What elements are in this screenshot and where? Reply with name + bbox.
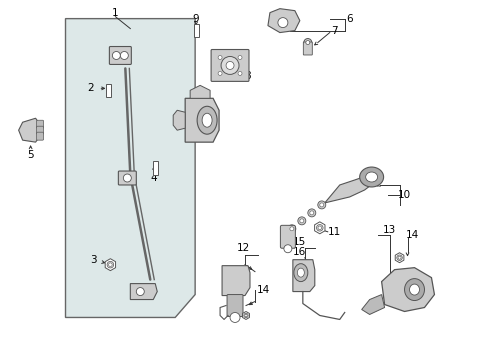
Circle shape: [319, 203, 323, 207]
Circle shape: [218, 55, 222, 59]
Circle shape: [316, 225, 323, 231]
Text: 12: 12: [236, 243, 249, 253]
Circle shape: [287, 225, 295, 233]
Circle shape: [317, 226, 321, 230]
Polygon shape: [185, 98, 219, 142]
Circle shape: [284, 245, 291, 253]
Circle shape: [225, 62, 234, 69]
Text: 1: 1: [112, 8, 119, 18]
Circle shape: [107, 261, 113, 268]
Ellipse shape: [359, 167, 383, 187]
Text: 13: 13: [382, 225, 395, 235]
Polygon shape: [324, 173, 377, 203]
Circle shape: [297, 217, 305, 225]
Circle shape: [299, 219, 303, 223]
Polygon shape: [381, 268, 433, 311]
Circle shape: [244, 313, 248, 318]
Polygon shape: [314, 222, 325, 234]
Circle shape: [289, 227, 293, 231]
Text: 6: 6: [346, 14, 352, 24]
Circle shape: [123, 174, 131, 182]
Polygon shape: [222, 266, 249, 296]
FancyBboxPatch shape: [106, 84, 111, 97]
Text: 15: 15: [293, 237, 306, 247]
Text: 14: 14: [256, 284, 269, 294]
FancyBboxPatch shape: [193, 24, 198, 37]
Polygon shape: [173, 110, 185, 130]
Text: 11: 11: [327, 227, 341, 237]
Text: 3: 3: [90, 255, 97, 265]
Circle shape: [238, 71, 242, 75]
Text: 10: 10: [397, 190, 410, 200]
FancyBboxPatch shape: [280, 225, 295, 248]
Circle shape: [244, 314, 247, 317]
Polygon shape: [19, 118, 41, 142]
Circle shape: [396, 255, 402, 260]
Polygon shape: [190, 85, 210, 98]
Polygon shape: [65, 19, 195, 318]
Ellipse shape: [297, 268, 304, 277]
Circle shape: [397, 256, 400, 259]
Circle shape: [303, 39, 311, 46]
Polygon shape: [267, 9, 299, 32]
Circle shape: [229, 312, 240, 323]
FancyBboxPatch shape: [152, 161, 158, 175]
FancyBboxPatch shape: [37, 132, 43, 140]
Circle shape: [277, 18, 287, 28]
Ellipse shape: [408, 284, 419, 295]
FancyBboxPatch shape: [118, 171, 136, 185]
Text: 9: 9: [192, 14, 199, 24]
Circle shape: [317, 201, 325, 209]
Circle shape: [309, 211, 313, 215]
Text: 2: 2: [87, 84, 94, 93]
Ellipse shape: [365, 172, 377, 182]
Circle shape: [120, 51, 128, 59]
Ellipse shape: [202, 113, 212, 127]
Circle shape: [238, 55, 242, 59]
Polygon shape: [242, 311, 249, 319]
Circle shape: [305, 41, 309, 45]
Text: 8: 8: [244, 71, 251, 81]
Circle shape: [218, 71, 222, 75]
Text: 16: 16: [293, 247, 306, 257]
Ellipse shape: [197, 106, 217, 134]
Circle shape: [136, 288, 144, 296]
Polygon shape: [130, 284, 157, 300]
Circle shape: [112, 51, 120, 59]
Circle shape: [307, 209, 315, 217]
Text: 14: 14: [405, 230, 418, 240]
Ellipse shape: [293, 264, 307, 282]
FancyBboxPatch shape: [37, 120, 43, 128]
Polygon shape: [292, 260, 314, 292]
Polygon shape: [361, 294, 384, 315]
FancyBboxPatch shape: [226, 294, 243, 316]
Ellipse shape: [404, 279, 424, 301]
FancyBboxPatch shape: [211, 50, 248, 81]
Circle shape: [108, 263, 112, 266]
Polygon shape: [105, 259, 115, 271]
FancyBboxPatch shape: [303, 42, 312, 55]
Text: 4: 4: [150, 173, 156, 183]
FancyBboxPatch shape: [109, 46, 131, 64]
Polygon shape: [394, 253, 403, 263]
Circle shape: [221, 57, 239, 75]
Text: 7: 7: [331, 26, 337, 36]
Text: 5: 5: [27, 150, 34, 160]
FancyBboxPatch shape: [37, 126, 43, 134]
